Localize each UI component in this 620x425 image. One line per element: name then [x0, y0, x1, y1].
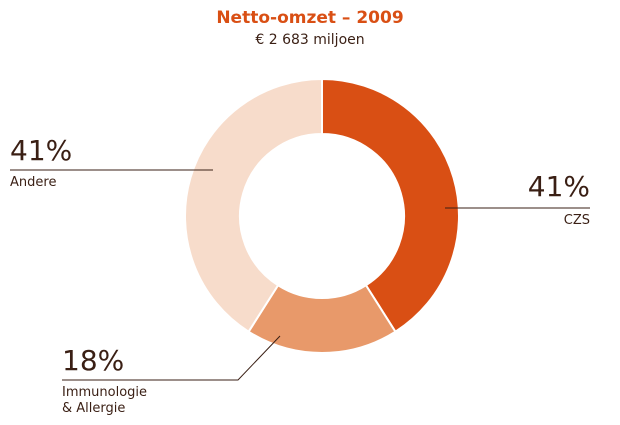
chart-title: Netto-omzet – 2009 — [216, 8, 404, 28]
slice — [321, 77, 460, 334]
leader-line — [62, 335, 281, 381]
category-label: CZS — [563, 213, 590, 228]
category-label: Andere — [10, 175, 57, 190]
slice — [184, 77, 323, 334]
category-label: Immunologie & Allergie — [62, 385, 148, 416]
value-label: 18% — [62, 344, 125, 377]
value-label: 41% — [527, 170, 590, 203]
value-label: 41% — [10, 134, 73, 167]
chart-subtitle: € 2 683 miljoen — [255, 32, 365, 48]
